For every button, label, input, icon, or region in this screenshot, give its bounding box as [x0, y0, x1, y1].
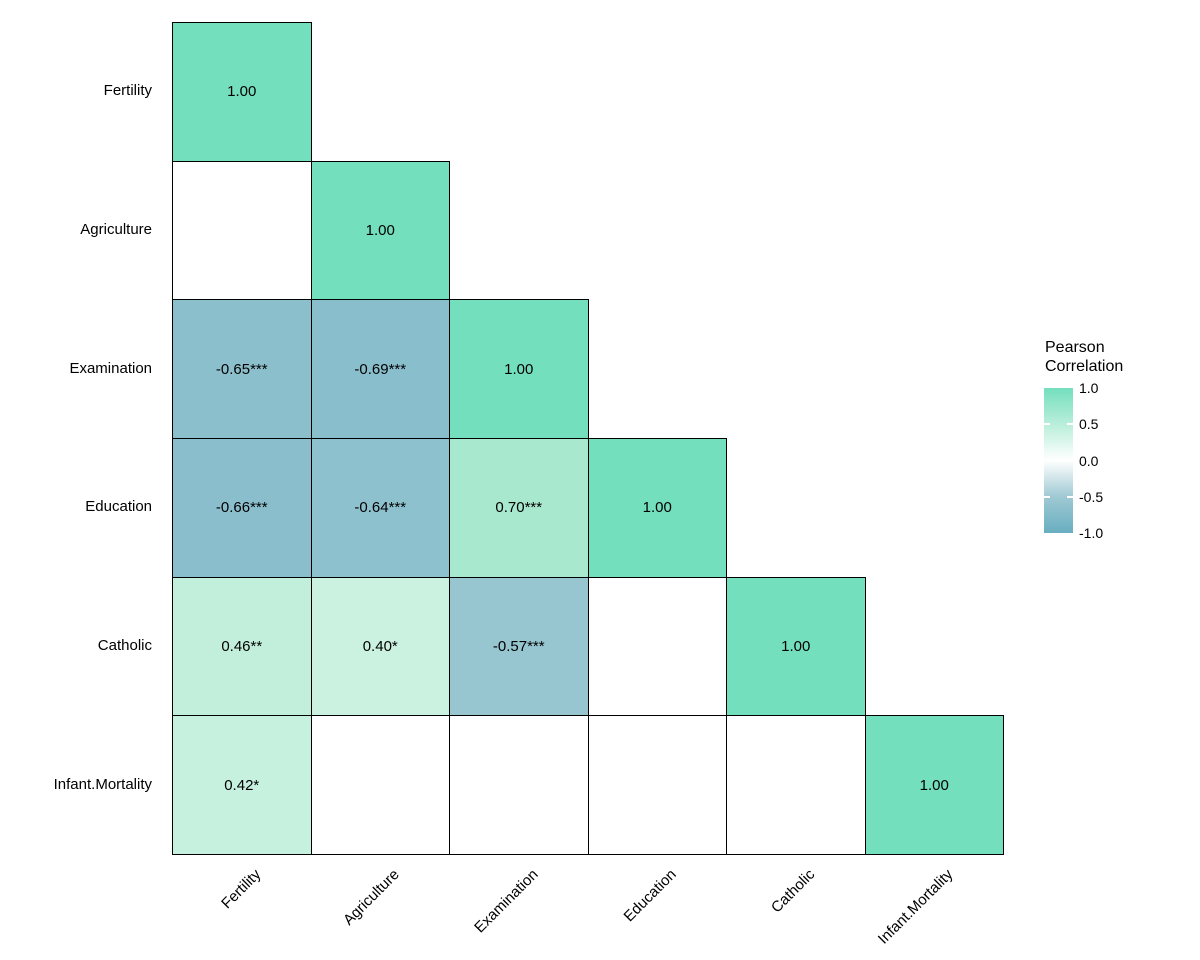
cell-value-label: -0.64*** — [354, 499, 407, 517]
x-axis-label: Agriculture — [340, 866, 403, 929]
heatmap-cell: 0.70*** — [449, 437, 589, 578]
cell-value-label: 1.00 — [227, 83, 257, 101]
cell-value-label: 0.40* — [362, 637, 398, 655]
heatmap-cell: 1.00 — [587, 437, 727, 578]
heatmap-cell — [587, 715, 727, 855]
heatmap-cell — [587, 576, 727, 717]
heatmap-cell: 0.46** — [172, 576, 312, 717]
y-axis-label: Examination — [69, 359, 152, 377]
legend-title-line2: Correlation — [1045, 358, 1124, 375]
colorbar-tick-label: 1.0 — [1079, 380, 1099, 396]
colorbar-tick — [1067, 423, 1073, 426]
heatmap-cell: -0.64*** — [310, 437, 450, 578]
cell-value-label: 0.46** — [221, 637, 263, 655]
cell-value-label: 1.00 — [504, 360, 534, 378]
y-axis-label: Education — [85, 498, 152, 516]
heatmap-cell — [310, 715, 450, 855]
heatmap-cell — [172, 160, 312, 301]
colorbar-tick-label: -1.0 — [1079, 525, 1104, 541]
heatmap-cell: -0.66*** — [172, 437, 312, 578]
cell-value-label: -0.57*** — [492, 637, 545, 655]
heatmap-cell: 1.00 — [172, 22, 312, 162]
heatmap-cell: 0.40* — [310, 576, 450, 717]
heatmap-cell: -0.57*** — [449, 576, 589, 717]
x-axis-label: Fertility — [218, 866, 265, 913]
colorbar-tick-label: 0.5 — [1079, 416, 1099, 433]
legend-colorbar — [1044, 388, 1073, 533]
heatmap-cell: -0.65*** — [172, 299, 312, 439]
colorbar-tick-label: 0.0 — [1079, 452, 1099, 469]
heatmap-cell — [726, 715, 866, 855]
colorbar-tick-label: -0.5 — [1079, 488, 1104, 505]
colorbar-tick — [1044, 423, 1050, 426]
y-axis-label: Infant.Mortality — [53, 775, 152, 793]
y-axis-label: Catholic — [97, 636, 152, 654]
colorbar-tick — [1067, 495, 1073, 498]
y-axis-label: Fertility — [103, 82, 152, 100]
x-axis-label: Education — [620, 866, 680, 926]
y-axis-label: Agriculture — [80, 220, 152, 238]
heatmap-cell: 1.00 — [310, 160, 450, 301]
legend-title-line1: Pearson — [1045, 339, 1105, 356]
cell-value-label: 1.00 — [919, 776, 949, 794]
heatmap-cell: 1.00 — [864, 715, 1004, 855]
legend-title: Pearson Correlation — [1045, 338, 1123, 376]
heatmap-cell — [449, 715, 589, 855]
cell-value-label: 1.00 — [365, 221, 395, 239]
cell-value-label: -0.66*** — [215, 499, 268, 517]
colorbar-tick — [1044, 495, 1050, 498]
heatmap-cell: 1.00 — [449, 299, 589, 439]
cell-value-label: 0.70*** — [495, 499, 543, 517]
cell-value-label: -0.65*** — [215, 360, 268, 378]
cell-value-label: -0.69*** — [354, 360, 407, 378]
heatmap-cell: 1.00 — [726, 576, 866, 717]
cell-value-label: 1.00 — [781, 637, 811, 655]
cell-value-label: 1.00 — [642, 499, 672, 517]
x-axis-label: Catholic — [767, 866, 819, 917]
cell-value-label: 0.42* — [224, 776, 260, 794]
x-axis-label: Examination — [470, 866, 542, 937]
x-axis-label: Infant.Mortality — [875, 866, 957, 948]
heatmap-cell: -0.69*** — [310, 299, 450, 439]
heatmap-cell: 0.42* — [172, 715, 312, 855]
